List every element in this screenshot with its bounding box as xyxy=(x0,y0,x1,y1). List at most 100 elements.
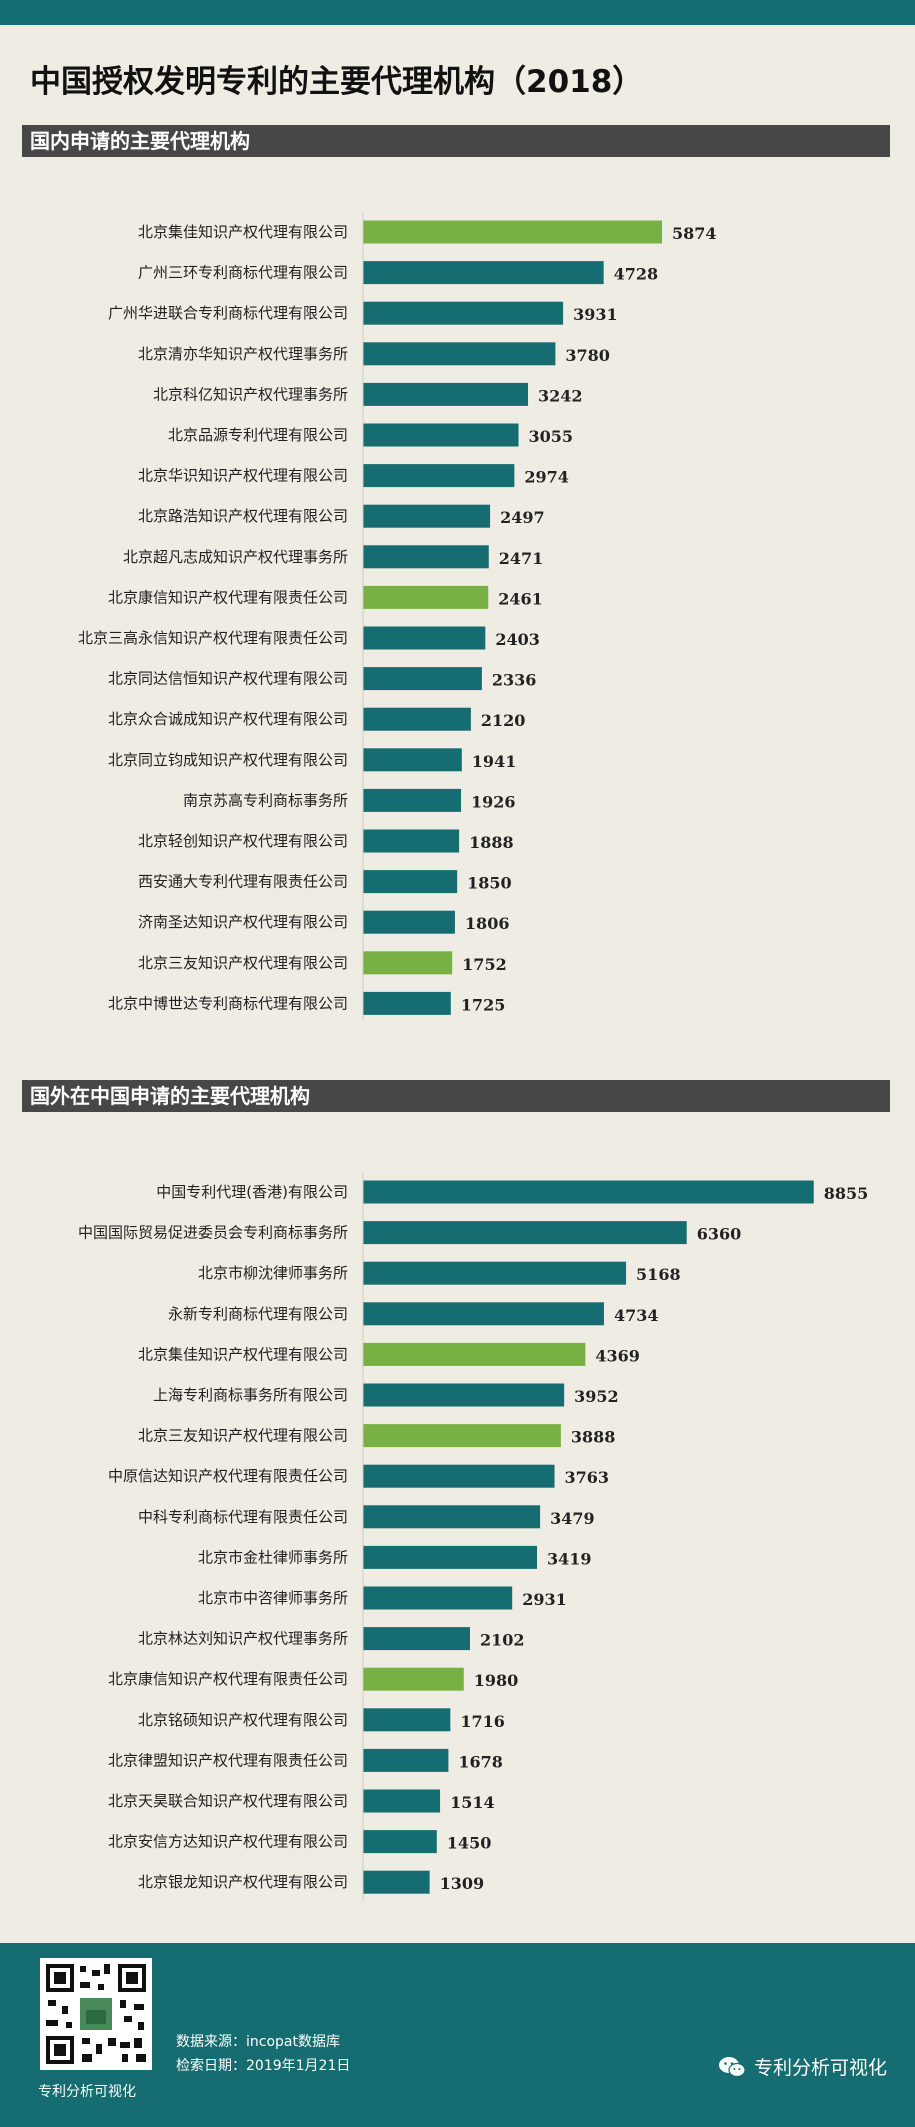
value-label: 2931 xyxy=(522,1590,567,1609)
bar xyxy=(363,748,462,772)
value-label: 4728 xyxy=(614,265,659,284)
category-label: 北京林达刘知识产权代理事务所 xyxy=(138,1630,348,1648)
value-label: 2461 xyxy=(498,589,543,608)
category-label: 中科专利商标代理有限责任公司 xyxy=(138,1508,348,1526)
category-label: 北京华识知识产权代理有限公司 xyxy=(138,467,348,485)
bar xyxy=(363,951,453,975)
value-label: 8855 xyxy=(824,1184,869,1203)
value-label: 1926 xyxy=(471,792,516,811)
bar xyxy=(363,1302,604,1326)
value-label: 1678 xyxy=(458,1752,503,1771)
category-label: 北京银龙知识产权代理有限公司 xyxy=(138,1873,348,1891)
bar xyxy=(363,1180,814,1204)
value-label: 1716 xyxy=(460,1712,505,1731)
value-label: 2336 xyxy=(492,671,537,690)
value-label: 1806 xyxy=(465,914,510,933)
category-label: 北京路浩知识产权代理有限公司 xyxy=(138,507,348,525)
bar xyxy=(363,626,486,650)
category-label: 北京三高永信知识产权代理有限责任公司 xyxy=(78,629,348,647)
bar xyxy=(363,788,462,812)
bar xyxy=(363,910,455,934)
bar xyxy=(363,1221,687,1245)
category-label: 北京康信知识产权代理有限责任公司 xyxy=(108,588,348,606)
qr-caption: 专利分析可视化 xyxy=(38,2084,136,2100)
bar xyxy=(363,504,491,528)
value-label: 1309 xyxy=(440,1874,485,1893)
value-label: 1514 xyxy=(450,1793,495,1812)
data-source: 数据来源：incopat数据库 xyxy=(176,2034,340,2050)
brand: 专利分析可视化 xyxy=(718,2053,887,2080)
value-label: 3055 xyxy=(528,427,573,446)
bar xyxy=(363,464,515,488)
bar xyxy=(363,1830,437,1854)
category-label: 北京市金杜律师事务所 xyxy=(198,1548,348,1566)
value-label: 1850 xyxy=(467,874,512,893)
category-label: 北京康信知识产权代理有限责任公司 xyxy=(108,1670,348,1688)
bar xyxy=(363,545,489,569)
category-label: 永新专利商标代理有限公司 xyxy=(168,1305,348,1323)
qr-code xyxy=(40,1958,152,2070)
category-label: 广州三环专利商标代理有限公司 xyxy=(138,264,348,282)
value-label: 4369 xyxy=(595,1346,640,1365)
bar xyxy=(363,1748,449,1772)
top-accent-bar xyxy=(0,0,915,25)
category-label: 北京清亦华知识产权代理事务所 xyxy=(138,345,348,363)
bar xyxy=(363,707,471,731)
section-header-foreign: 国外在中国申请的主要代理机构 xyxy=(22,1080,890,1112)
category-label: 北京同达信恒知识产权代理有限公司 xyxy=(108,670,348,688)
category-label: 北京三友知识产权代理有限公司 xyxy=(138,954,348,972)
category-label: 北京同立钧成知识产权代理有限公司 xyxy=(108,751,348,769)
bar xyxy=(363,261,604,285)
category-label: 北京集佳知识产权代理有限公司 xyxy=(138,1345,348,1363)
value-label: 5168 xyxy=(636,1265,681,1284)
value-label: 5874 xyxy=(672,224,717,243)
value-label: 2471 xyxy=(499,549,544,568)
category-label: 中国专利代理(香港)有限公司 xyxy=(156,1183,348,1201)
category-label: 北京天昊联合知识产权代理有限公司 xyxy=(108,1792,348,1810)
bar xyxy=(363,1627,470,1651)
section-header-domestic: 国内申请的主要代理机构 xyxy=(22,125,890,157)
bar xyxy=(363,1505,541,1529)
value-label: 3931 xyxy=(573,305,618,324)
category-label: 北京三友知识产权代理有限公司 xyxy=(138,1427,348,1445)
category-label: 北京铭硕知识产权代理有限公司 xyxy=(138,1711,348,1729)
category-label: 广州华进联合专利商标代理有限公司 xyxy=(108,304,348,322)
bar xyxy=(363,342,556,366)
category-label: 北京集佳知识产权代理有限公司 xyxy=(138,223,348,241)
category-label: 北京众合诚成知识产权代理有限公司 xyxy=(108,710,348,728)
category-label: 北京科亿知识产权代理事务所 xyxy=(153,385,348,403)
value-label: 2102 xyxy=(480,1631,525,1650)
value-label: 1941 xyxy=(472,752,517,771)
bar xyxy=(363,220,662,244)
footer: 专利分析可视化 数据来源：incopat数据库 检索日期：2019年1月21日 … xyxy=(0,1943,915,2127)
page-title: 中国授权发明专利的主要代理机构（2018） xyxy=(30,64,644,100)
bar xyxy=(363,1789,441,1813)
value-label: 2497 xyxy=(500,508,545,527)
value-label: 1752 xyxy=(462,955,507,974)
bar xyxy=(363,1545,538,1569)
category-label: 南京苏高专利商标事务所 xyxy=(183,791,348,809)
value-label: 1450 xyxy=(447,1834,492,1853)
value-label: 1980 xyxy=(474,1671,519,1690)
value-label: 1888 xyxy=(469,833,514,852)
value-label: 1725 xyxy=(461,995,506,1014)
bar xyxy=(363,423,519,447)
value-label: 2974 xyxy=(524,468,569,487)
bar xyxy=(363,1708,451,1732)
value-label: 3952 xyxy=(574,1387,619,1406)
category-label: 北京中博世达专利商标代理有限公司 xyxy=(108,994,348,1012)
bar xyxy=(363,667,482,691)
category-label: 北京超凡志成知识产权代理事务所 xyxy=(123,548,348,566)
value-label: 3479 xyxy=(550,1509,595,1528)
bar xyxy=(363,1342,586,1366)
bar xyxy=(363,382,529,406)
category-label: 北京市柳沈律师事务所 xyxy=(198,1264,348,1282)
qr-code-icon xyxy=(46,1964,146,2064)
bar xyxy=(363,1261,627,1285)
category-label: 西安通大专利代理有限责任公司 xyxy=(138,873,348,891)
category-label: 中原信达知识产权代理有限责任公司 xyxy=(108,1467,348,1485)
category-label: 北京安信方达知识产权代理有限公司 xyxy=(108,1833,348,1851)
category-label: 北京轻创知识产权代理有限公司 xyxy=(138,832,348,850)
category-label: 济南圣达知识产权代理有限公司 xyxy=(138,913,348,931)
bar xyxy=(363,301,564,325)
